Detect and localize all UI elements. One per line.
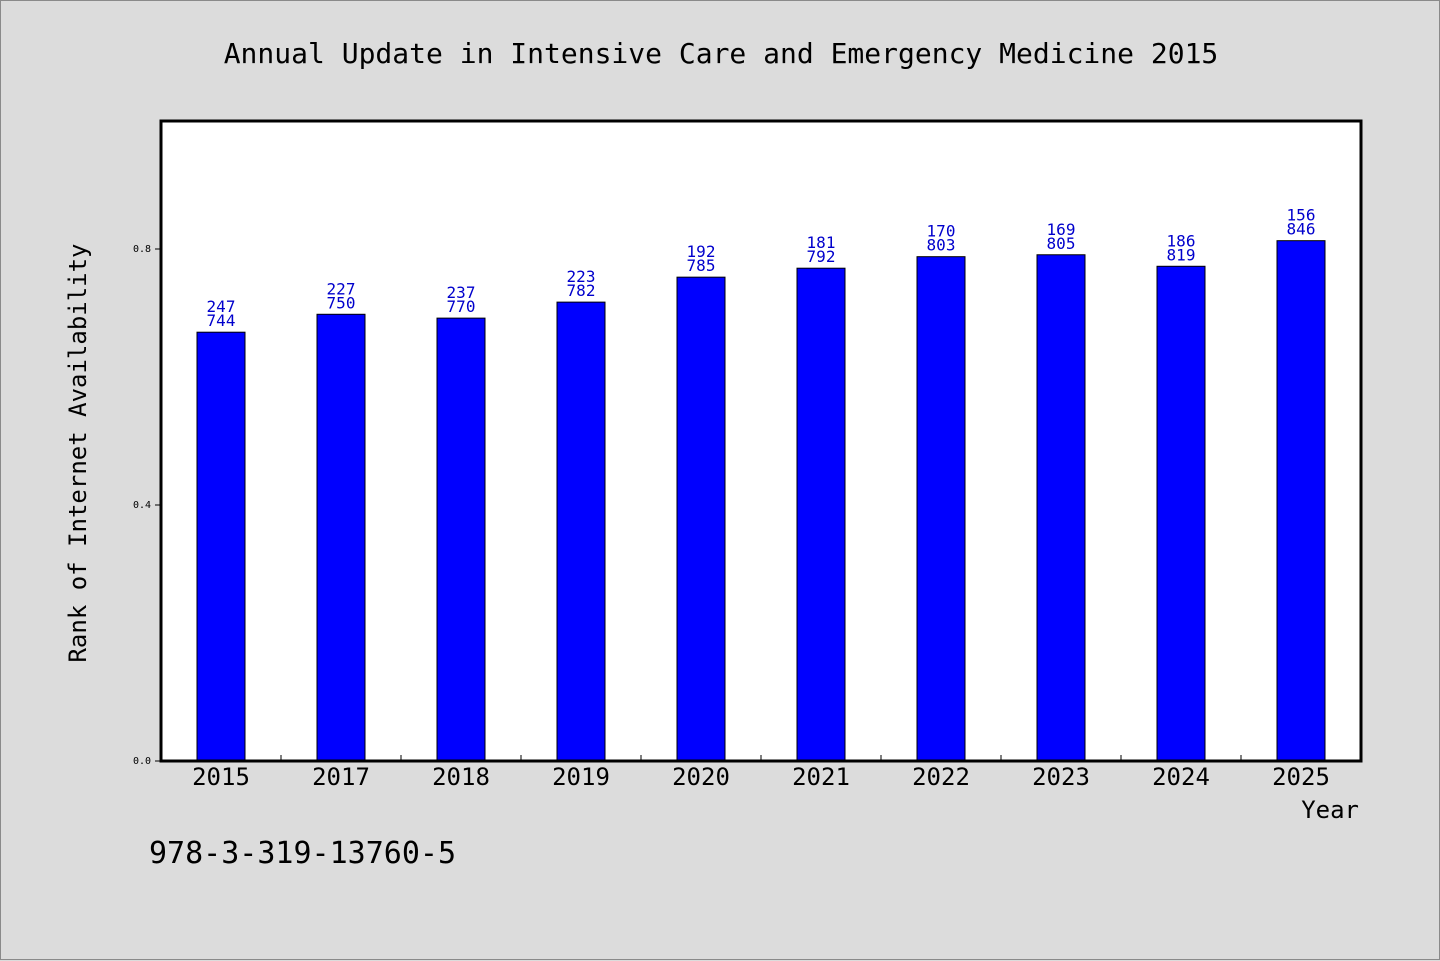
bar-label-bottom: 744 <box>207 311 236 330</box>
bar <box>316 313 366 762</box>
bar-label-bottom: 805 <box>1047 234 1076 253</box>
bar-label-bottom: 750 <box>327 293 356 312</box>
bar-label-top: 156 <box>1287 206 1316 225</box>
bar-label-top: 223 <box>567 267 596 286</box>
bar <box>1156 265 1206 762</box>
y-tick-label: 0.4 <box>133 500 151 511</box>
bar-label-bottom: 792 <box>807 247 836 266</box>
y-tick-label: 0.8 <box>133 244 151 255</box>
bar <box>196 331 246 762</box>
bar <box>676 276 726 762</box>
bar-label-top: 186 <box>1167 231 1196 250</box>
bar-label-bottom: 782 <box>567 281 596 300</box>
x-axis: 2015 2017 2018 2019 2020 2021 2022 2023 2024 2025 <box>192 755 1330 791</box>
bar <box>916 256 966 762</box>
bar <box>1036 254 1086 762</box>
x-tick-label: 2015 <box>192 763 250 791</box>
bar <box>556 301 606 762</box>
x-tick-label: 2022 <box>912 763 970 791</box>
bar <box>1276 240 1326 762</box>
chart-title: Annual Update in Intensive Care and Emer… <box>224 37 1219 70</box>
x-tick-label: 2025 <box>1272 763 1330 791</box>
bar-label-bottom: 803 <box>927 236 956 255</box>
bars-group <box>196 240 1326 762</box>
x-tick-label: 2024 <box>1152 763 1210 791</box>
y-axis-label: Rank of Internet Availability <box>64 243 92 662</box>
bar-label-top: 169 <box>1047 220 1076 239</box>
bar <box>796 267 846 762</box>
bar-label-top: 170 <box>927 222 956 241</box>
bar-label-top: 247 <box>207 297 236 316</box>
bar-labels-group: 2477442277502377702237821927851817921708… <box>207 206 1316 331</box>
bar-label-top: 181 <box>807 233 836 252</box>
bar-label-bottom: 785 <box>687 256 716 275</box>
plot-frame <box>159 119 1363 763</box>
bar-label-top: 227 <box>327 279 356 298</box>
isbn-text: 978-3-319-13760-5 <box>149 836 456 871</box>
x-axis-label: Year <box>1301 796 1359 824</box>
y-axis: 0.0 0.4 0.8 <box>133 244 161 767</box>
x-tick-label: 2020 <box>672 763 730 791</box>
x-tick-label: 2018 <box>432 763 490 791</box>
bar-label-bottom: 846 <box>1287 220 1316 239</box>
x-tick-label: 2019 <box>552 763 610 791</box>
bar-label-bottom: 819 <box>1167 245 1196 264</box>
y-tick-label: 0.0 <box>133 756 151 767</box>
bar-label-top: 192 <box>687 242 716 261</box>
bar-label-bottom: 770 <box>447 297 476 316</box>
bar-label-top: 237 <box>447 283 476 302</box>
bar <box>436 317 486 762</box>
x-tick-label: 2023 <box>1032 763 1090 791</box>
x-tick-label: 2017 <box>312 763 370 791</box>
x-tick-label: 2021 <box>792 763 850 791</box>
